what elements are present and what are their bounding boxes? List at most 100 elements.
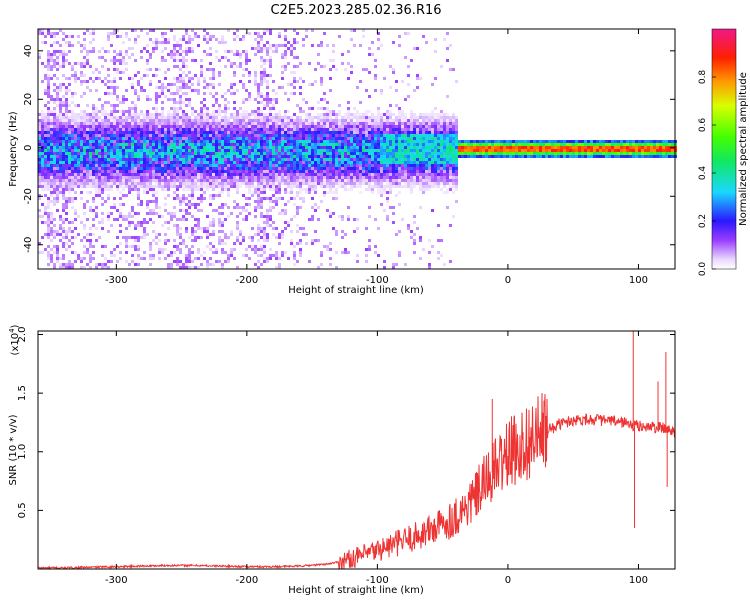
heatmap-cell — [56, 56, 59, 59]
heatmap-cell — [65, 92, 68, 95]
heatmap-cell — [377, 128, 380, 131]
heatmap-cell — [179, 95, 182, 98]
heatmap-cell — [218, 179, 221, 182]
heatmap-cell — [59, 110, 62, 113]
heatmap-cell — [326, 248, 329, 251]
heatmap-cell — [131, 101, 134, 104]
heatmap-cell — [317, 158, 320, 161]
heatmap-cell — [143, 152, 146, 155]
heatmap-cell — [248, 191, 251, 194]
heatmap-cell — [392, 167, 395, 170]
heatmap-cell — [272, 116, 275, 119]
heatmap-cell — [401, 176, 404, 179]
heatmap-cell — [233, 101, 236, 104]
heatmap-cell — [245, 98, 248, 101]
heatmap-cell — [407, 140, 410, 143]
heatmap-cell — [53, 176, 56, 179]
heatmap-cell — [254, 47, 257, 50]
heatmap-cell — [146, 32, 149, 35]
heatmap-cell — [125, 143, 128, 146]
heatmap-cell — [407, 224, 410, 227]
heatmap-cell — [398, 158, 401, 161]
heatmap-cell — [182, 113, 185, 116]
heatmap-cell — [125, 170, 128, 173]
heatmap-cell — [164, 146, 167, 149]
heatmap-cell — [215, 56, 218, 59]
heatmap-cell — [287, 122, 290, 125]
heatmap-cell — [167, 227, 170, 230]
heatmap-cell — [275, 251, 278, 254]
heatmap-cell — [218, 149, 221, 152]
heatmap-cell — [83, 257, 86, 260]
heatmap-cell — [146, 74, 149, 77]
heatmap-cell — [191, 170, 194, 173]
heatmap-cell — [389, 155, 392, 158]
heatmap-cell — [128, 215, 131, 218]
heatmap-cell — [245, 125, 248, 128]
heatmap-cell — [113, 143, 116, 146]
heatmap-cell — [284, 50, 287, 53]
heatmap-cell — [332, 164, 335, 167]
heatmap-cell — [407, 128, 410, 131]
heatmap-cell — [317, 146, 320, 149]
heatmap-cell — [77, 137, 80, 140]
heatmap-cell — [266, 119, 269, 122]
heatmap-cell — [146, 134, 149, 137]
heatmap-cell — [86, 143, 89, 146]
heatmap-cell — [332, 131, 335, 134]
heatmap-cell — [296, 80, 299, 83]
heatmap-cell — [74, 164, 77, 167]
heatmap-cell — [365, 260, 368, 263]
heatmap-cell — [53, 107, 56, 110]
heatmap-cell — [239, 170, 242, 173]
heatmap-cell — [254, 98, 257, 101]
heatmap-cell — [275, 173, 278, 176]
heatmap-cell — [314, 80, 317, 83]
heatmap-cell — [218, 161, 221, 164]
heatmap-cell — [380, 134, 383, 137]
heatmap-cell — [56, 155, 59, 158]
heatmap-cell — [233, 143, 236, 146]
heatmap-cell — [227, 146, 230, 149]
heatmap-cell — [77, 113, 80, 116]
heatmap-cell — [392, 137, 395, 140]
heatmap-cell — [164, 116, 167, 119]
heatmap-cell — [404, 176, 407, 179]
heatmap-cell — [359, 152, 362, 155]
heatmap-cell — [395, 233, 398, 236]
heatmap-cell — [221, 185, 224, 188]
heatmap-cell — [113, 92, 116, 95]
heatmap-cell — [260, 212, 263, 215]
heatmap-cell — [350, 140, 353, 143]
heatmap-cell — [251, 155, 254, 158]
heatmap-cell — [203, 173, 206, 176]
heatmap-cell — [113, 137, 116, 140]
heatmap-cell — [341, 137, 344, 140]
heatmap-cell — [107, 38, 110, 41]
heatmap-cell — [128, 38, 131, 41]
heatmap-cell — [263, 191, 266, 194]
heatmap-cell — [164, 95, 167, 98]
heatmap-cell — [257, 203, 260, 206]
heatmap-cell — [203, 131, 206, 134]
heatmap-cell — [275, 161, 278, 164]
heatmap-cell — [50, 233, 53, 236]
heatmap-cell — [116, 119, 119, 122]
heatmap-cell — [80, 65, 83, 68]
heatmap-cell — [368, 110, 371, 113]
heatmap-cell — [383, 158, 386, 161]
heatmap-cell — [257, 170, 260, 173]
heatmap-cell — [242, 170, 245, 173]
heatmap-cell — [251, 113, 254, 116]
heatmap-cell — [158, 176, 161, 179]
heatmap-cell — [143, 233, 146, 236]
heatmap-cell — [167, 134, 170, 137]
heatmap-cell — [269, 137, 272, 140]
heatmap-cell — [176, 113, 179, 116]
heatmap-cell — [38, 122, 41, 125]
heatmap-cell — [65, 167, 68, 170]
heatmap-cell — [95, 119, 98, 122]
heatmap-cell — [89, 161, 92, 164]
heatmap-cell — [350, 155, 353, 158]
heatmap-cell — [296, 176, 299, 179]
